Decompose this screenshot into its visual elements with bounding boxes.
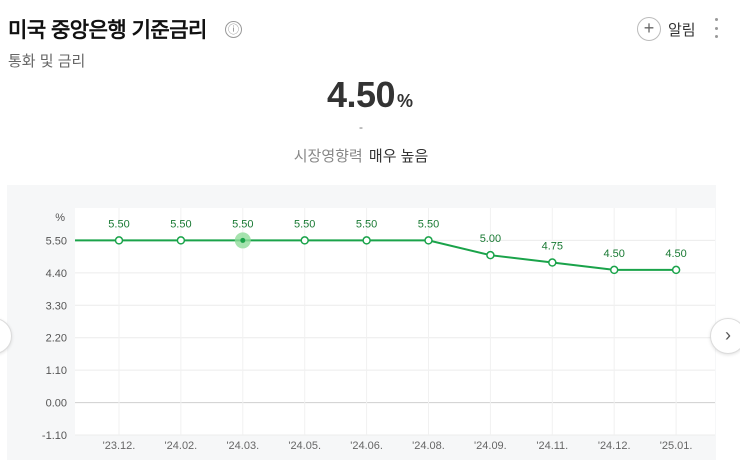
y-tick-label: 0.00 [46, 398, 67, 410]
data-point [176, 236, 186, 245]
x-tick-label: '24.02. [165, 440, 198, 452]
chevron-right-icon[interactable]: › [710, 318, 740, 354]
current-rate: 4.50% [0, 74, 740, 116]
data-point [671, 265, 681, 275]
impact-value: 매우 높음 [368, 148, 429, 165]
data-point [424, 236, 433, 245]
x-tick-label: '23.12. [103, 440, 136, 452]
alarm-label: 알림 [668, 21, 696, 39]
y-tick-label: -1.10 [42, 430, 67, 442]
rate-value: 4.50 [326, 74, 396, 115]
data-label: 5.50 [418, 218, 439, 230]
y-tick-label: 5.50 [46, 235, 67, 247]
x-tick-label: '24.11. [536, 440, 568, 452]
x-tick-label: '24.12. [598, 440, 631, 452]
data-label: 5.50 [356, 218, 377, 230]
x-tick-label: '24.03. [226, 440, 259, 452]
y-tick-label: 4.40 [46, 268, 67, 280]
x-tick-label: '24.09. [474, 440, 507, 452]
data-point [548, 258, 557, 267]
x-tick-label: '24.08. [412, 440, 445, 452]
change-value: - [359, 120, 363, 134]
y-tick-label: 3.30 [46, 300, 67, 312]
rate-unit: % [397, 91, 414, 111]
rate-chart[interactable]: % 5.50 4.40 3.30 2.20 1.10 0.00 -1.10 5.50 5.50 5.… [7, 185, 716, 460]
more-vertical-icon[interactable] [713, 18, 719, 38]
plus-icon: + [637, 17, 661, 41]
x-tick-label: '25.01. [660, 440, 693, 452]
category-subtitle: 통화 및 금리 [8, 53, 86, 70]
data-point [240, 237, 246, 243]
info-icon[interactable]: ⓘ [225, 21, 242, 38]
data-point [114, 236, 124, 245]
data-label: 4.50 [665, 248, 686, 260]
y-unit-label: % [55, 212, 65, 224]
data-label: 5.50 [232, 218, 253, 230]
x-tick-label: '24.06. [350, 440, 383, 452]
y-tick-label: 2.20 [46, 333, 67, 345]
impact-label: 시장영향력 [293, 148, 363, 165]
y-tick-label: 1.10 [46, 365, 67, 377]
data-label: 5.00 [480, 233, 501, 245]
alarm-button[interactable]: + 알림 [637, 17, 696, 41]
data-label: 5.50 [294, 218, 315, 230]
page-title: 미국 중앙은행 기준금리 [8, 19, 207, 42]
data-label: 5.50 [170, 218, 191, 230]
data-label: 4.75 [542, 241, 563, 253]
data-label: 4.50 [603, 248, 624, 260]
data-point [362, 236, 371, 245]
x-tick-label: '24.05. [288, 440, 321, 452]
data-label: 5.50 [108, 218, 129, 230]
data-point [300, 236, 309, 245]
data-point [486, 250, 495, 260]
plot-area [75, 208, 715, 435]
data-point [609, 265, 619, 275]
rate-line-chart[interactable]: % 5.50 4.40 3.30 2.20 1.10 0.00 -1.10 5.50 5.50 5.… [7, 185, 716, 460]
market-impact: 시장영향력 매우 높음 [0, 145, 722, 166]
